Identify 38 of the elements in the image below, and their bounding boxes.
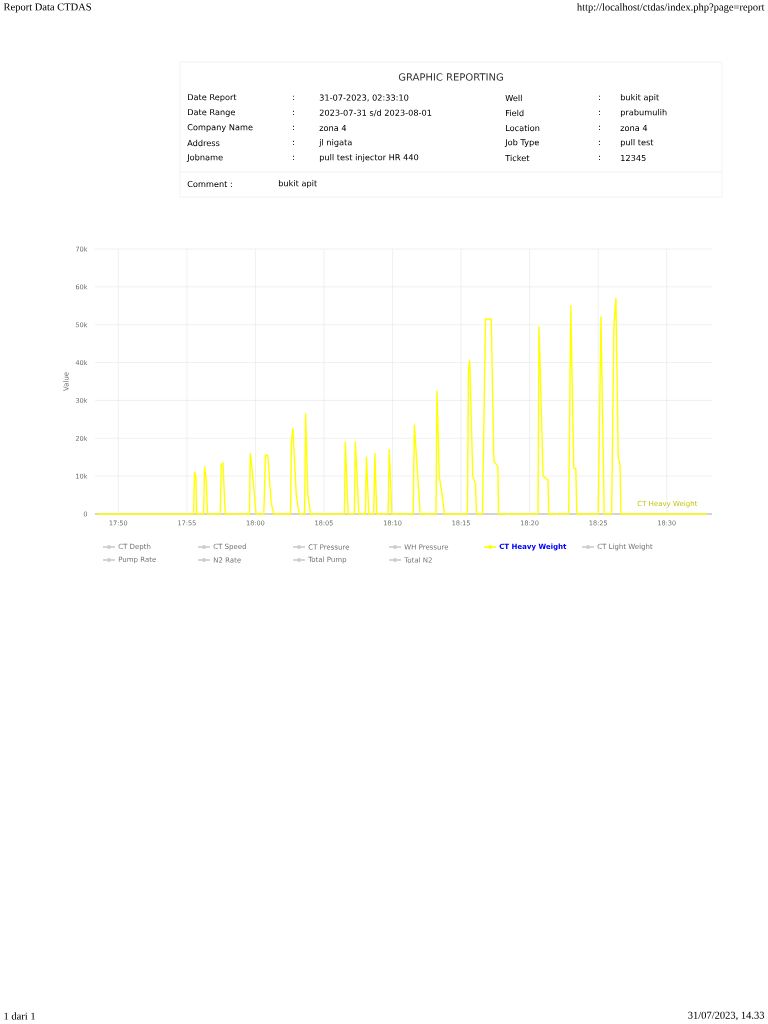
text: zona 4: [319, 124, 347, 132]
text: Field: [506, 109, 524, 117]
text: Well: [505, 94, 522, 102]
text: jl nigata: [319, 139, 352, 147]
text: Date Report: [188, 94, 237, 102]
text: prabumulih: [620, 109, 667, 117]
text: :: [293, 125, 295, 131]
text: pull test injector HR 440: [319, 154, 419, 162]
text: Location: [506, 124, 540, 132]
text: :: [599, 95, 601, 101]
text: :: [599, 140, 601, 146]
text: zona 4: [620, 124, 648, 132]
text: :: [599, 110, 601, 116]
text: :: [293, 140, 295, 146]
text: bukit apit: [278, 180, 317, 188]
text: 1 dari 1: [4, 1012, 35, 1020]
text: http://localhost/ctdas/index.php?page=report: [577, 3, 765, 13]
text: Report Data CTDAS: [3, 3, 91, 13]
text: Comment :: [187, 180, 232, 188]
text: bukit apit: [620, 94, 659, 102]
text: Jobname: [186, 154, 223, 162]
text: :: [293, 155, 295, 161]
line-series: [96, 297, 708, 515]
text: Job Type: [504, 139, 539, 147]
text: Date Range: [188, 109, 235, 117]
text: Address: [187, 139, 220, 147]
text: Ticket: [505, 154, 530, 162]
text: 31/07/2023, 14.33: [688, 1011, 765, 1021]
text: pull test: [620, 139, 654, 147]
text: Company Name: [187, 124, 253, 132]
text: :: [599, 155, 601, 161]
chart-title: GRAPHIC REPORTING: [398, 73, 503, 81]
text: :: [293, 110, 295, 116]
text: :: [599, 125, 601, 131]
text: 31-07-2023, 02:33:10: [319, 94, 409, 102]
text: :: [293, 95, 295, 101]
text: 12345: [621, 154, 646, 162]
text: 2023-07-31 s/d 2023-08-01: [319, 109, 432, 117]
